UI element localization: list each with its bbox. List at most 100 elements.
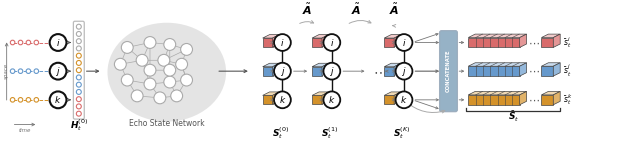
Circle shape <box>76 90 81 94</box>
Circle shape <box>144 78 156 90</box>
Circle shape <box>76 46 81 51</box>
Polygon shape <box>520 34 527 47</box>
Text: $j$: $j$ <box>55 65 61 78</box>
Circle shape <box>176 58 188 70</box>
Circle shape <box>10 40 15 45</box>
Circle shape <box>34 98 38 102</box>
Polygon shape <box>541 34 560 38</box>
Polygon shape <box>394 63 401 76</box>
FancyBboxPatch shape <box>440 31 458 112</box>
Text: space: space <box>4 63 9 79</box>
Polygon shape <box>322 63 329 76</box>
Circle shape <box>76 97 81 102</box>
Circle shape <box>180 43 193 55</box>
Polygon shape <box>262 67 273 76</box>
Circle shape <box>76 39 81 44</box>
Polygon shape <box>384 63 401 67</box>
Text: $\bar{\boldsymbol{S}}_t$: $\bar{\boldsymbol{S}}_t$ <box>508 109 519 124</box>
Polygon shape <box>384 92 401 95</box>
Circle shape <box>76 68 81 73</box>
Polygon shape <box>468 95 520 105</box>
Circle shape <box>18 40 23 45</box>
Text: $i$: $i$ <box>402 37 406 48</box>
Polygon shape <box>541 66 553 76</box>
Circle shape <box>50 34 67 51</box>
Text: $\bar{s}_t^{\,k}$: $\bar{s}_t^{\,k}$ <box>563 92 573 107</box>
Circle shape <box>26 40 31 45</box>
Circle shape <box>323 91 340 108</box>
Polygon shape <box>273 63 280 76</box>
Circle shape <box>396 63 412 80</box>
Polygon shape <box>553 91 560 105</box>
Text: $k$: $k$ <box>328 94 335 105</box>
Circle shape <box>34 40 38 45</box>
Polygon shape <box>384 35 401 38</box>
Text: $\cdots$: $\cdots$ <box>527 95 540 105</box>
Polygon shape <box>468 63 527 66</box>
Circle shape <box>274 63 291 80</box>
Text: $\tilde{\boldsymbol{A}}$: $\tilde{\boldsymbol{A}}$ <box>351 2 362 17</box>
Circle shape <box>115 58 126 70</box>
Circle shape <box>76 60 81 65</box>
Polygon shape <box>384 67 394 76</box>
Text: CONCATENATE: CONCATENATE <box>446 50 451 93</box>
Polygon shape <box>468 38 520 47</box>
Text: $\tilde{\boldsymbol{A}}$: $\tilde{\boldsymbol{A}}$ <box>302 2 312 17</box>
Text: Echo State Network: Echo State Network <box>129 119 205 128</box>
Polygon shape <box>468 34 527 38</box>
Circle shape <box>154 92 166 104</box>
Text: $\boldsymbol{S}_t^{(0)}$: $\boldsymbol{S}_t^{(0)}$ <box>272 126 289 141</box>
Text: time: time <box>19 128 31 133</box>
Text: $\cdots$: $\cdots$ <box>373 64 387 78</box>
Polygon shape <box>322 35 329 47</box>
Circle shape <box>122 74 133 86</box>
Circle shape <box>131 90 143 102</box>
Polygon shape <box>541 63 560 66</box>
Polygon shape <box>468 66 520 76</box>
Circle shape <box>34 69 38 74</box>
Polygon shape <box>384 95 394 104</box>
Polygon shape <box>312 63 329 67</box>
Text: $\cdots$: $\cdots$ <box>527 66 540 76</box>
Polygon shape <box>384 38 394 47</box>
Polygon shape <box>312 38 322 47</box>
Circle shape <box>396 91 412 108</box>
Polygon shape <box>262 92 280 95</box>
Polygon shape <box>468 91 527 95</box>
Polygon shape <box>541 95 553 105</box>
Text: $\tilde{\boldsymbol{A}}$: $\tilde{\boldsymbol{A}}$ <box>389 2 399 17</box>
Circle shape <box>323 34 340 51</box>
Polygon shape <box>273 35 280 47</box>
Text: $\boldsymbol{H}_t^{(0)}$: $\boldsymbol{H}_t^{(0)}$ <box>70 118 88 133</box>
Circle shape <box>76 31 81 36</box>
Polygon shape <box>312 35 329 38</box>
Polygon shape <box>394 35 401 47</box>
Polygon shape <box>541 91 560 95</box>
Circle shape <box>76 82 81 87</box>
Circle shape <box>171 90 182 102</box>
Circle shape <box>76 24 81 29</box>
Text: $k$: $k$ <box>400 94 408 105</box>
Polygon shape <box>312 92 329 95</box>
Circle shape <box>136 54 148 66</box>
Circle shape <box>323 63 340 80</box>
Circle shape <box>26 69 31 74</box>
Polygon shape <box>312 67 322 76</box>
Circle shape <box>76 104 81 109</box>
Circle shape <box>76 53 81 58</box>
Circle shape <box>10 69 15 74</box>
Text: $j$: $j$ <box>329 65 335 78</box>
Ellipse shape <box>108 23 226 122</box>
Polygon shape <box>553 63 560 76</box>
Text: $\bar{s}_t^{\,j}$: $\bar{s}_t^{\,j}$ <box>563 63 572 79</box>
Text: $i$: $i$ <box>330 37 334 48</box>
Text: $\boldsymbol{S}_t^{(K)}$: $\boldsymbol{S}_t^{(K)}$ <box>394 126 411 141</box>
Circle shape <box>76 111 81 116</box>
Circle shape <box>50 63 67 80</box>
Circle shape <box>50 91 67 108</box>
Circle shape <box>144 64 156 76</box>
Circle shape <box>122 41 133 53</box>
Text: $i$: $i$ <box>280 37 285 48</box>
FancyBboxPatch shape <box>74 21 84 119</box>
Text: $\boldsymbol{S}_t^{(1)}$: $\boldsymbol{S}_t^{(1)}$ <box>321 126 339 141</box>
